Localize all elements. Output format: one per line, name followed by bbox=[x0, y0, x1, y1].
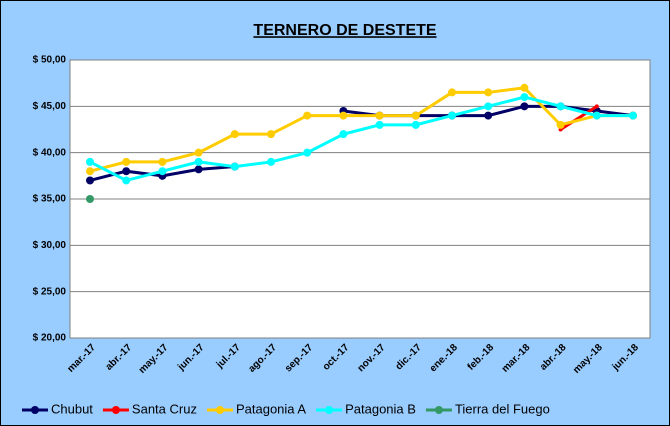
y-tick-label: $ 30,00 bbox=[33, 240, 67, 251]
legend-label: Tierra del Fuego bbox=[455, 401, 550, 416]
data-point bbox=[520, 102, 529, 111]
y-tick-label: $ 20,00 bbox=[33, 333, 67, 344]
data-point bbox=[556, 120, 565, 129]
legend-marker bbox=[325, 406, 334, 414]
data-point bbox=[303, 111, 312, 120]
data-point bbox=[594, 104, 599, 109]
data-point bbox=[484, 102, 493, 111]
data-point bbox=[158, 157, 167, 166]
legend-marker bbox=[215, 406, 224, 414]
data-point bbox=[411, 111, 420, 120]
legend-label: Patagonia A bbox=[236, 401, 306, 416]
data-point bbox=[230, 162, 239, 171]
legend-label: Patagonia B bbox=[345, 401, 416, 416]
data-point bbox=[592, 111, 601, 120]
series-line bbox=[559, 105, 598, 131]
data-point bbox=[448, 111, 456, 120]
data-point bbox=[86, 176, 94, 185]
data-point bbox=[122, 176, 131, 185]
data-point bbox=[520, 83, 529, 92]
legend-marker bbox=[434, 406, 443, 414]
data-point bbox=[86, 157, 94, 166]
legend-label: Chubut bbox=[51, 401, 93, 416]
data-point bbox=[158, 167, 167, 176]
data-point bbox=[629, 111, 637, 120]
data-point bbox=[86, 195, 94, 203]
y-tick-label: $ 50,00 bbox=[33, 55, 67, 66]
data-point bbox=[194, 165, 203, 174]
data-point bbox=[375, 111, 384, 120]
data-point bbox=[230, 130, 239, 139]
y-tick-label: $ 35,00 bbox=[33, 194, 67, 205]
data-point bbox=[411, 120, 420, 129]
legend-marker bbox=[31, 406, 39, 414]
series-line bbox=[89, 95, 633, 183]
chart-title: TERNERO DE DESTETE bbox=[253, 22, 436, 39]
data-point bbox=[484, 88, 493, 97]
data-point bbox=[267, 157, 275, 166]
data-point bbox=[375, 120, 384, 129]
data-point bbox=[448, 88, 456, 97]
y-tick-label: $ 45,00 bbox=[33, 101, 67, 112]
data-point bbox=[484, 111, 493, 120]
data-point bbox=[194, 148, 203, 157]
data-point bbox=[122, 157, 131, 166]
data-point bbox=[122, 167, 131, 176]
series-line bbox=[89, 86, 633, 173]
data-point bbox=[339, 130, 348, 139]
data-point bbox=[303, 148, 312, 157]
data-point bbox=[556, 102, 565, 111]
data-point bbox=[520, 93, 529, 102]
data-point bbox=[267, 130, 275, 139]
data-point bbox=[339, 111, 348, 120]
y-tick-label: $ 40,00 bbox=[33, 147, 67, 158]
data-point bbox=[86, 167, 94, 176]
data-point bbox=[194, 157, 203, 166]
legend-label: Santa Cruz bbox=[132, 401, 197, 416]
legend-marker bbox=[111, 406, 120, 414]
y-tick-label: $ 25,00 bbox=[33, 286, 67, 297]
